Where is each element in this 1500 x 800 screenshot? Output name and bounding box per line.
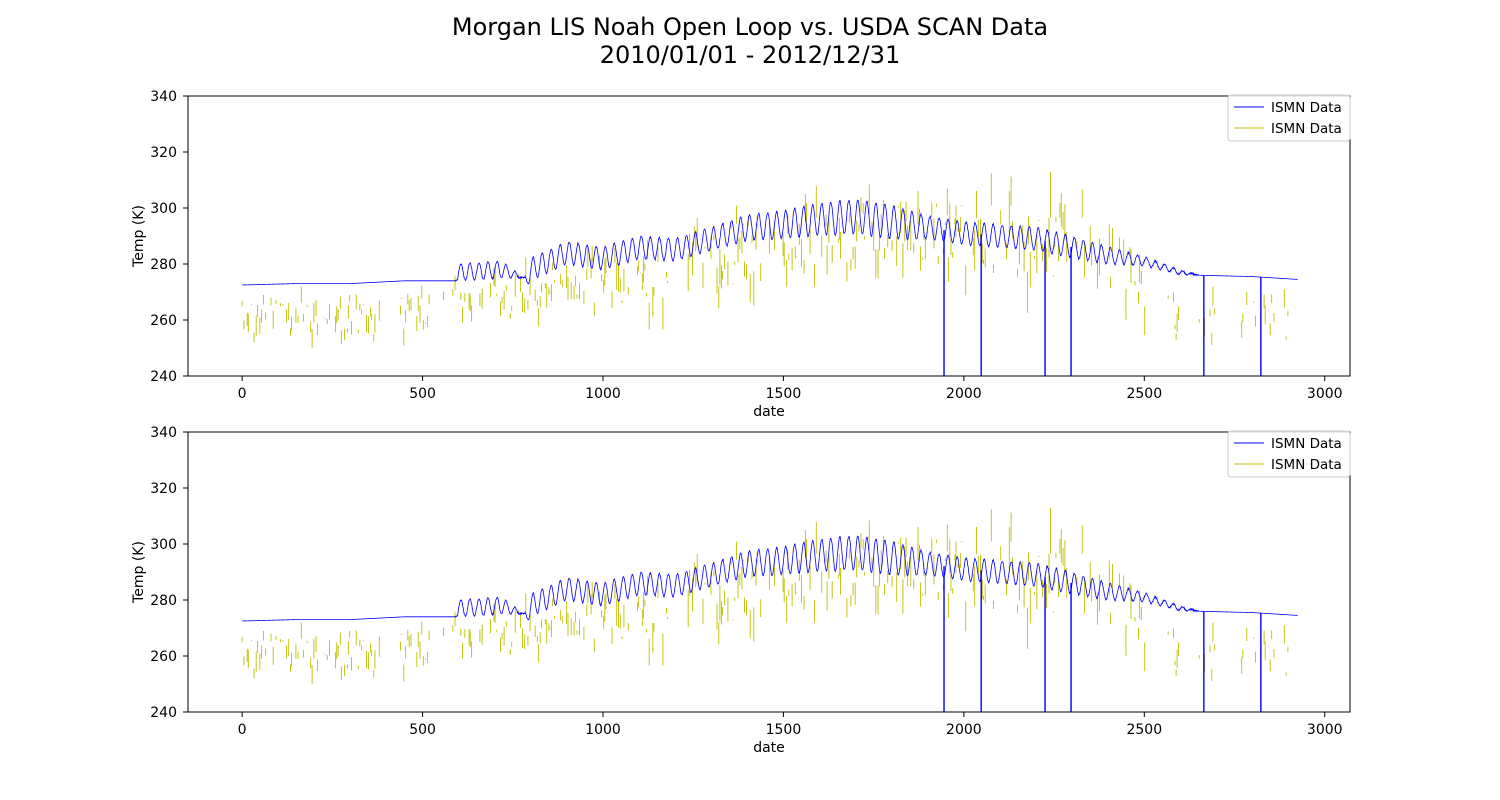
y-axis-label: Temp (K) [131,205,147,268]
y-tick-label: 300 [150,201,177,217]
x-tick-label: 2500 [1126,386,1162,402]
x-tick-label: 500 [409,386,436,402]
x-axis-label: date [753,404,785,420]
legend: ISMN Data ISMN Data [1228,95,1350,141]
x-tick-label: 1500 [766,722,802,738]
x-axis-label: date [753,740,785,756]
legend-entry-label: ISMN Data [1271,121,1342,137]
y-tick-label: 340 [150,89,177,105]
y-tick-label: 240 [150,369,177,385]
chart-subtitle: 2010/01/01 - 2012/12/31 [600,41,901,69]
y-tick-label: 260 [150,649,177,665]
x-tick-label: 3000 [1307,386,1343,402]
x-tick-label: 0 [238,722,247,738]
legend: ISMN Data ISMN Data [1228,431,1350,477]
x-tick-label: 1500 [766,386,802,402]
x-tick-label: 0 [238,386,247,402]
y-tick-label: 280 [150,593,177,609]
x-tick-label: 2000 [946,722,982,738]
x-tick-label: 2000 [946,386,982,402]
legend-entry-label: ISMN Data [1271,436,1342,452]
y-tick-label: 320 [150,145,177,161]
y-axis-label: Temp (K) [131,541,147,604]
y-tick-label: 300 [150,537,177,553]
y-tick-label: 260 [150,313,177,329]
x-tick-label: 1000 [585,386,621,402]
x-tick-label: 500 [409,722,436,738]
legend-entry-label: ISMN Data [1271,100,1342,116]
y-tick-label: 240 [150,705,177,721]
legend-entry-label: ISMN Data [1271,457,1342,473]
x-tick-label: 3000 [1307,722,1343,738]
chart-title: Morgan LIS Noah Open Loop vs. USDA SCAN … [452,13,1048,41]
y-tick-label: 280 [150,257,177,273]
y-tick-label: 340 [150,425,177,441]
y-tick-label: 320 [150,481,177,497]
x-tick-label: 2500 [1126,722,1162,738]
x-tick-label: 1000 [585,722,621,738]
